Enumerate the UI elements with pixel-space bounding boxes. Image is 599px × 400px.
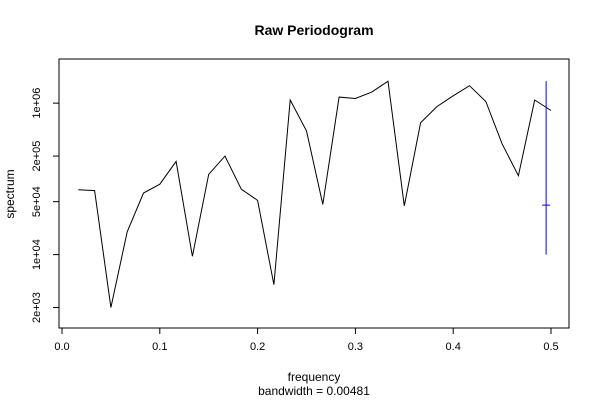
x-tick-label: 0.4: [446, 341, 461, 353]
y-tick-label: 2e+05: [31, 141, 43, 172]
chart-title: Raw Periodogram: [254, 22, 373, 38]
x-tick-label: 0.0: [54, 341, 69, 353]
x-tick-label: 0.1: [152, 341, 167, 353]
y-tick-label: 2e+03: [31, 292, 43, 323]
bandwidth-label: bandwidth = 0.00481: [258, 384, 370, 398]
x-tick-label: 0.3: [348, 341, 363, 353]
y-tick-label: 1e+04: [31, 239, 43, 270]
x-axis-label: frequency: [288, 370, 341, 384]
y-axis-label: spectrum: [3, 169, 17, 218]
plot-area: [78, 80, 552, 308]
plot-frame: [58, 58, 570, 329]
y-tick-label: 5e+04: [31, 186, 43, 217]
x-axis: 0.0 0.1 0.2 0.3 0.4 0.5: [54, 327, 559, 353]
spectrum-line: [78, 80, 552, 308]
x-tick-label: 0.2: [250, 341, 265, 353]
y-tick-label: 1e+06: [31, 88, 43, 119]
x-tick-label: 0.5: [543, 341, 558, 353]
y-axis: 2e+03 1e+04 5e+04 2e+05 1e+06: [31, 88, 60, 323]
